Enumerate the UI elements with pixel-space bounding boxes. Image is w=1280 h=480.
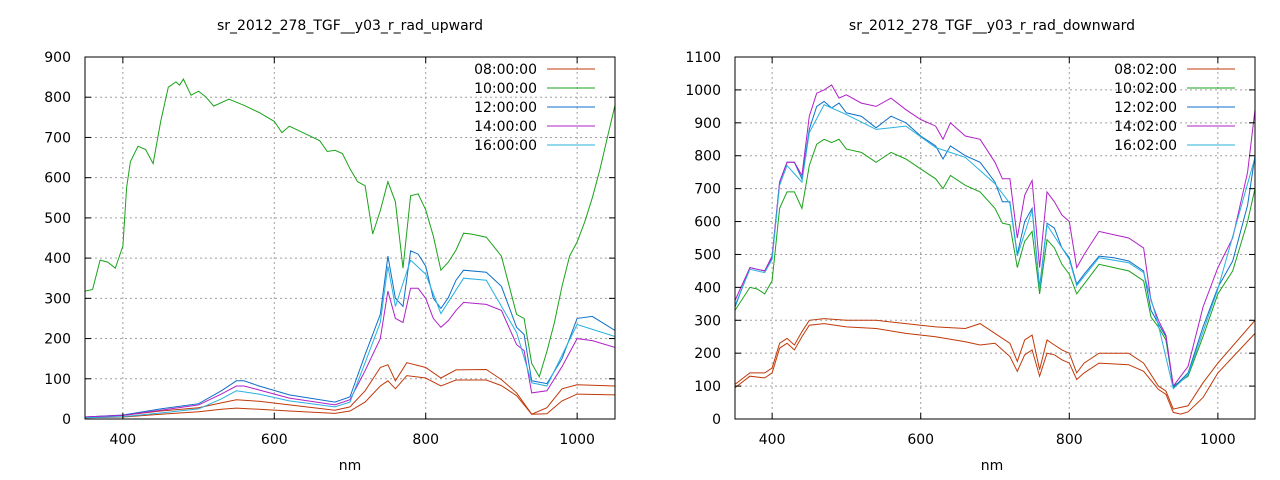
y-tick-label: 1000 <box>685 83 721 99</box>
y-tick-label: 600 <box>44 171 71 187</box>
x-tick-label: 400 <box>109 432 136 448</box>
downward-radiance-chart: sr_2012_278_TGF__y03_r_rad_downward nm 4… <box>685 18 1256 474</box>
y-tick-label: 600 <box>694 215 721 231</box>
y-tick-label: 1100 <box>685 50 721 66</box>
y-tick-label: 200 <box>44 332 71 348</box>
y-tick-label: 500 <box>694 247 721 263</box>
y-tick-label: 400 <box>44 251 71 267</box>
y-tick-label: 700 <box>694 182 721 198</box>
series-line <box>85 259 615 419</box>
y-tick-label: 700 <box>44 130 71 146</box>
legend-label: 16:00:00 <box>474 138 537 154</box>
x-tick-label: 800 <box>412 432 439 448</box>
legend-label: 10:02:00 <box>1114 81 1177 97</box>
legend-label: 14:00:00 <box>474 119 537 135</box>
y-tick-label: 500 <box>44 211 71 227</box>
y-tick-label: 0 <box>62 412 71 428</box>
y-tick-label: 800 <box>44 90 71 106</box>
legend-label: 10:00:00 <box>474 81 537 97</box>
y-tick-label: 300 <box>694 313 721 329</box>
x-tick-label: 600 <box>261 432 288 448</box>
chart-title: sr_2012_278_TGF__y03_r_rad_downward <box>849 18 1135 34</box>
chart-title: sr_2012_278_TGF__y03_r_rad_upward <box>217 18 483 34</box>
x-tick-label: 800 <box>1056 432 1083 448</box>
y-tick-label: 900 <box>694 116 721 132</box>
y-tick-label: 900 <box>44 50 71 66</box>
x-axis-label: nm <box>339 458 362 474</box>
x-tick-label: 400 <box>759 432 786 448</box>
upward-radiance-chart: sr_2012_278_TGF__y03_r_rad_upward nm 400… <box>44 18 616 474</box>
series-line <box>735 323 1255 415</box>
legend-label: 14:02:00 <box>1114 119 1177 135</box>
series-line <box>735 84 1255 388</box>
x-tick-label: 1000 <box>559 432 595 448</box>
x-axis-label: nm <box>981 458 1004 474</box>
x-tick-label: 600 <box>907 432 934 448</box>
y-tick-label: 200 <box>694 346 721 362</box>
y-tick-label: 400 <box>694 280 721 296</box>
legend-label: 08:02:00 <box>1114 62 1177 78</box>
y-tick-label: 100 <box>694 379 721 395</box>
series-line <box>735 100 1255 389</box>
y-tick-label: 100 <box>44 372 71 388</box>
series-line <box>85 362 615 418</box>
series-line <box>735 138 1255 387</box>
legend-label: 08:00:00 <box>474 62 537 78</box>
series-line <box>85 287 615 418</box>
series-line <box>85 78 615 379</box>
series-line <box>85 250 615 418</box>
plot-frame <box>734 56 1256 420</box>
y-tick-label: 300 <box>44 291 71 307</box>
x-tick-label: 1000 <box>1200 432 1236 448</box>
series-line <box>735 318 1255 410</box>
legend-label: 12:02:00 <box>1114 100 1177 116</box>
legend-label: 16:02:00 <box>1114 138 1177 154</box>
y-tick-label: 800 <box>694 149 721 165</box>
y-tick-label: 0 <box>712 412 721 428</box>
plot-frame <box>84 56 616 420</box>
series-line <box>735 104 1255 390</box>
legend-label: 12:00:00 <box>474 100 537 116</box>
